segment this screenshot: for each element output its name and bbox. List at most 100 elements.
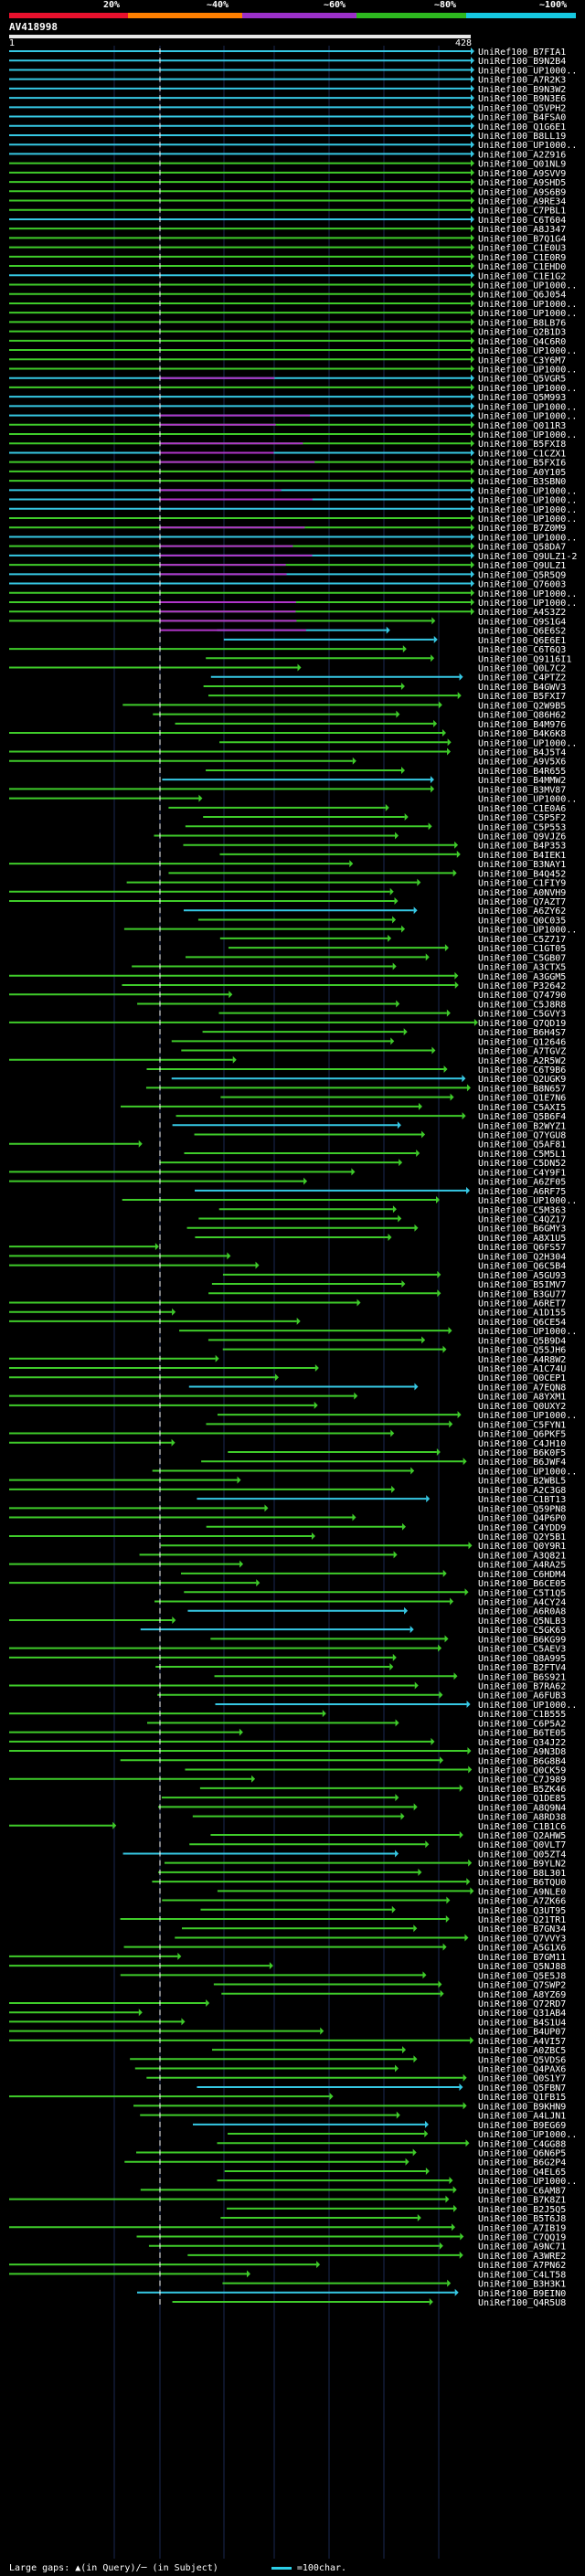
- alignment-arrow: [422, 1971, 426, 1978]
- alignment-arrow: [445, 944, 449, 951]
- alignment-arrow: [297, 1318, 301, 1325]
- alignment-arrow: [444, 1065, 448, 1073]
- alignment-arrow: [431, 654, 434, 662]
- alignment-arrow: [388, 935, 391, 942]
- alignment-arrow: [390, 1430, 394, 1437]
- alignment-arrow: [395, 832, 399, 839]
- alignment-arrow: [406, 2158, 410, 2166]
- alignment-arrow: [330, 2093, 334, 2100]
- alignment-arrow: [471, 449, 474, 456]
- alignment-arrow: [401, 767, 405, 774]
- alignment-arrow: [439, 1691, 442, 1699]
- alignment-arrow: [177, 1953, 181, 1960]
- alignment-arrow: [395, 1850, 399, 1857]
- alignment-arrow: [467, 1084, 471, 1091]
- alignment-arrow: [414, 1383, 418, 1390]
- alignment-arrow: [447, 748, 451, 756]
- alignment-arrow: [455, 2289, 459, 2296]
- alignment-arrow: [471, 85, 474, 92]
- alignment-arrow: [401, 1813, 405, 1820]
- alignment-arrow: [354, 1393, 357, 1400]
- alignment-arrow: [323, 1710, 326, 1717]
- alignment-arrow: [430, 2298, 433, 2306]
- alignment-arrow: [410, 1626, 414, 1633]
- alignment-arrow: [416, 1150, 420, 1157]
- alignment-arrow: [440, 1756, 443, 1764]
- alignment-arrow: [457, 851, 461, 858]
- alignment-arrow: [471, 291, 474, 298]
- alignment-arrow: [471, 216, 474, 223]
- alignment-arrow: [351, 1168, 355, 1175]
- alignment-arrow: [238, 1477, 241, 1484]
- alignment-arrow: [447, 1010, 451, 1017]
- alignment-arrow: [471, 57, 474, 64]
- alignment-arrow: [460, 2252, 463, 2259]
- alignment-arrow: [446, 1897, 450, 1904]
- alignment-arrow: [471, 552, 474, 559]
- alignment-arrow: [442, 729, 446, 737]
- large-gaps-note: Large gaps: ▲(in Query)/─ (in Subject): [9, 2563, 218, 2573]
- alignment-arrow: [227, 1252, 230, 1259]
- alignment-arrow: [251, 1776, 255, 1783]
- alignment-arrow: [471, 318, 474, 325]
- alignment-arrow: [396, 1000, 399, 1007]
- alignment-arrow: [393, 963, 397, 970]
- alignment-arrow: [395, 897, 399, 905]
- alignment-arrow: [398, 1121, 401, 1129]
- alignment-arrow: [394, 1551, 398, 1558]
- alignment-arrow: [386, 804, 389, 811]
- alignment-arrow: [431, 1047, 435, 1055]
- alignment-arrow: [471, 421, 474, 429]
- footer-legend: Large gaps: ▲(in Query)/─ (in Subject) =…: [9, 2563, 346, 2573]
- alignment-arrow: [357, 1299, 361, 1306]
- alignment-arrow: [454, 972, 458, 980]
- alignment-arrow: [451, 1094, 454, 1101]
- alignment-arrow: [402, 1523, 406, 1531]
- alignment-arrow: [471, 66, 474, 73]
- alignment-arrow: [405, 813, 409, 821]
- alignment-arrow: [471, 234, 474, 241]
- alignment-arrow: [471, 76, 474, 83]
- alignment-arrow: [471, 178, 474, 186]
- alignment-arrow: [471, 393, 474, 400]
- alignment-arrow: [445, 1635, 449, 1642]
- alignment-arrow: [454, 842, 458, 849]
- alignment-arrow: [393, 1654, 397, 1661]
- alignment-arrow: [401, 683, 405, 690]
- alignment-arrow: [455, 981, 459, 989]
- alignment-arrow: [458, 1411, 462, 1418]
- alignment-arrow: [466, 1878, 470, 1885]
- alignment-arrow: [395, 1794, 399, 1801]
- alignment-arrow: [353, 1514, 356, 1521]
- alignment-arrow: [320, 2028, 324, 2035]
- alignment-arrow: [425, 1840, 429, 1848]
- alignment-arrow: [139, 2009, 143, 2016]
- alignment-arrow: [471, 94, 474, 101]
- alignment-arrow: [471, 253, 474, 260]
- alignment-row[interactable]: UniRef100_Q4R5U8: [160, 2298, 566, 2308]
- hit-label[interactable]: UniRef100_Q4R5U8: [478, 2298, 566, 2308]
- alignment-arrow: [452, 2223, 455, 2231]
- alignment-arrow: [417, 879, 420, 886]
- alignment-arrow: [459, 2083, 463, 2091]
- alignment-arrow: [458, 692, 462, 699]
- alignment-arrow: [239, 1561, 243, 1568]
- alignment-arrow: [419, 1103, 422, 1110]
- alignment-arrow: [471, 599, 474, 606]
- alignment-arrow: [471, 207, 474, 214]
- alignment-arrow: [471, 169, 474, 176]
- alignment-arrow: [471, 122, 474, 130]
- alignment-arrow: [396, 1719, 399, 1726]
- alignment-arrow: [471, 477, 474, 484]
- alignment-arrow: [393, 1205, 397, 1213]
- alignment-arrow: [471, 524, 474, 531]
- alignment-arrow: [453, 869, 457, 876]
- alignment-arrow: [264, 1504, 268, 1511]
- scale-legend-label: =100char.: [297, 2563, 346, 2573]
- alignment-arrow: [172, 1309, 176, 1316]
- alignment-arrow: [471, 384, 474, 391]
- alignment-arrow: [471, 459, 474, 466]
- alignment-arrow: [315, 1364, 319, 1372]
- alignment-arrow: [449, 1420, 452, 1427]
- alignment-arrow: [462, 1075, 465, 1082]
